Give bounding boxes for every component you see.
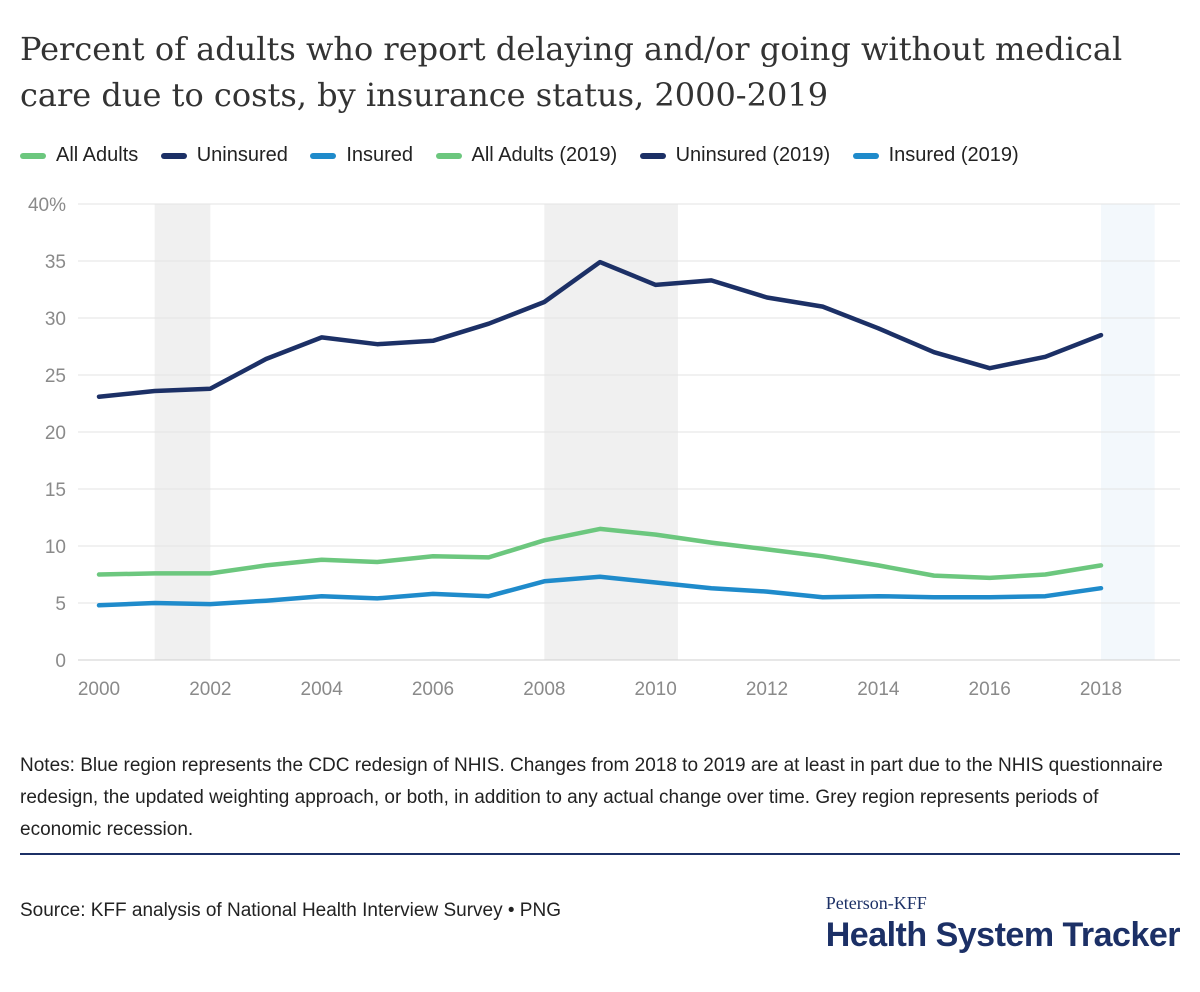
legend-label: All Adults	[56, 144, 139, 166]
legend-item-insured-2019: Insured (2019)	[852, 144, 1019, 167]
x-tick-label: 2014	[857, 679, 900, 700]
legend-swatch	[852, 152, 879, 159]
y-tick-label: 20	[45, 423, 66, 444]
x-tick-label: 2016	[969, 679, 1011, 700]
x-tick-label: 2010	[635, 679, 677, 700]
series-line-uninsured	[96, 259, 1104, 399]
x-tick-label: 2008	[523, 679, 565, 700]
legend-label: All Adults (2019)	[471, 144, 618, 166]
chart-notes: Notes: Blue region represents the CDC re…	[20, 755, 1163, 840]
legend-label: Insured (2019)	[888, 144, 1019, 166]
legend-swatch	[160, 152, 187, 159]
brand-small-text: Peterson-KFF	[825, 893, 927, 913]
y-tick-label: 5	[55, 594, 66, 615]
y-tick-label: 0	[55, 651, 66, 672]
legend-item-all-adults: All Adults	[20, 144, 138, 167]
chart-title: Percent of adults who report delaying an…	[20, 30, 1123, 114]
legend-label: Uninsured (2019)	[675, 144, 831, 166]
legend-swatch	[20, 152, 46, 159]
y-tick-label: 30	[45, 309, 66, 330]
y-tick-label: 35	[45, 252, 66, 273]
y-tick-label: 25	[45, 366, 66, 387]
brand-big-text: Health System Tracker	[825, 916, 1181, 954]
legend-swatch	[310, 152, 337, 159]
legend-swatch	[435, 152, 462, 159]
legend-item-uninsured-2019: Uninsured (2019)	[639, 144, 831, 167]
chart-legend: All Adults Uninsured Insured All Adults …	[20, 144, 1037, 170]
series-line-insured	[96, 574, 1104, 608]
x-tick-label: 2000	[78, 679, 120, 700]
legend-swatch	[639, 152, 666, 159]
x-tick-label: 2018	[1080, 679, 1122, 700]
y-tick-label: 40%	[28, 195, 66, 216]
x-tick-label: 2004	[301, 679, 344, 700]
legend-item-insured: Insured	[310, 144, 413, 167]
x-tick-label: 2012	[746, 679, 788, 700]
legend-item-uninsured: Uninsured	[160, 144, 288, 167]
legend-label: Insured	[346, 144, 414, 166]
y-tick-label: 15	[45, 480, 66, 501]
line-chart: 0 5 10 15 20 25 30 35 40% 2000 2002 2004 2006 2008 201…	[28, 195, 1180, 700]
legend-item-all-adults-2019: All Adults (2019)	[435, 144, 618, 167]
legend-label: Uninsured	[196, 144, 288, 166]
y-tick-label: 10	[45, 537, 66, 558]
brand-logo: Peterson-KFF Health System Tracker	[825, 893, 1181, 955]
x-tick-label: 2006	[412, 679, 454, 700]
series-line-all-adults	[96, 526, 1104, 581]
source-text: Source: KFF analysis of National Health …	[20, 900, 561, 921]
footer-divider	[20, 853, 1180, 855]
x-tick-label: 2002	[189, 679, 231, 700]
